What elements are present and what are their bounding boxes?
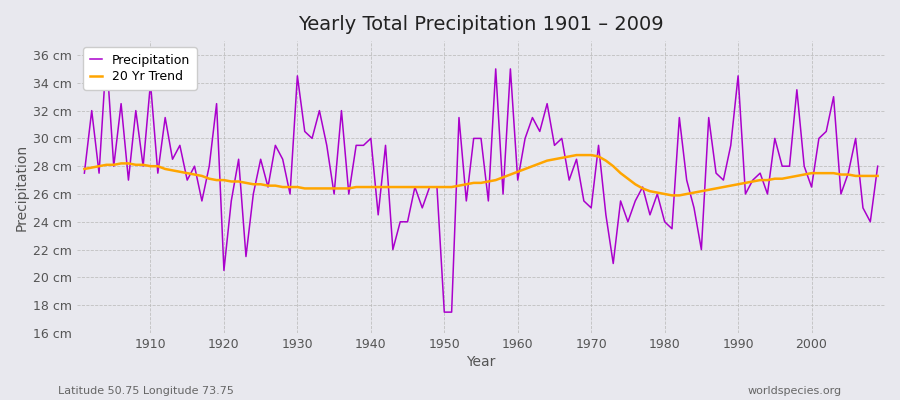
20 Yr Trend [344, 186, 355, 191]
Title: Yearly Total Precipitation 1901 – 2009: Yearly Total Precipitation 1901 – 2009 [298, 15, 664, 34]
20 Yr Trend [872, 174, 883, 178]
Line: Precipitation: Precipitation [85, 55, 878, 312]
Precipitation [145, 80, 156, 85]
Y-axis label: Precipitation: Precipitation [15, 144, 29, 231]
20 Yr Trend [300, 186, 310, 191]
Precipitation [351, 143, 362, 148]
Precipitation [101, 53, 112, 58]
Precipitation [439, 310, 450, 314]
Precipitation [79, 171, 90, 176]
Precipitation [307, 136, 318, 141]
Precipitation [616, 198, 626, 203]
Precipitation [872, 164, 883, 168]
Precipitation [519, 136, 530, 141]
Text: Latitude 50.75 Longitude 73.75: Latitude 50.75 Longitude 73.75 [58, 386, 234, 396]
20 Yr Trend [505, 172, 516, 177]
Legend: Precipitation, 20 Yr Trend: Precipitation, 20 Yr Trend [84, 47, 196, 90]
Precipitation [527, 115, 538, 120]
Text: worldspecies.org: worldspecies.org [747, 386, 842, 396]
20 Yr Trend [667, 193, 678, 198]
X-axis label: Year: Year [466, 355, 496, 369]
20 Yr Trend [608, 164, 618, 168]
20 Yr Trend [138, 162, 148, 167]
20 Yr Trend [79, 166, 90, 171]
Line: 20 Yr Trend: 20 Yr Trend [85, 155, 878, 195]
20 Yr Trend [512, 169, 523, 174]
20 Yr Trend [572, 153, 582, 158]
